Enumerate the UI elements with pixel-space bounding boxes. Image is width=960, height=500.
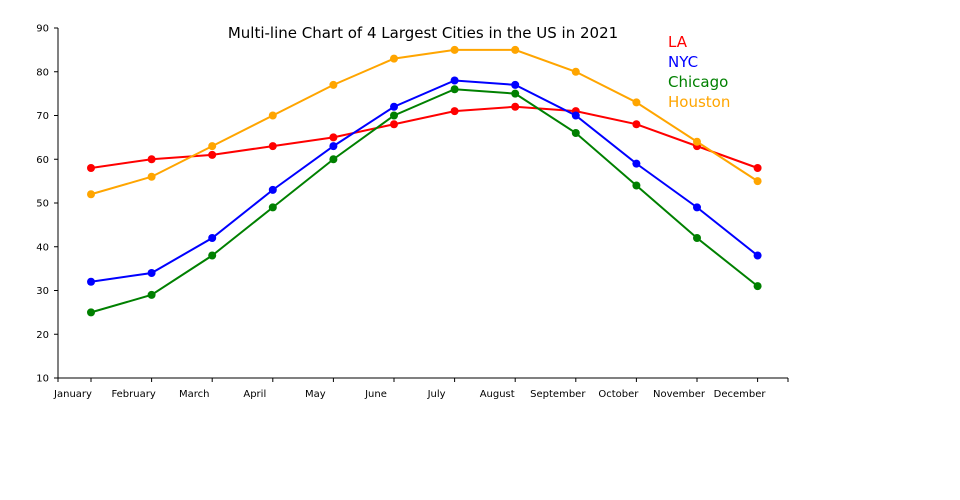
y-tick-label: 60 — [36, 155, 49, 166]
data-point — [571, 129, 580, 137]
data-point — [693, 203, 701, 212]
data-point — [208, 234, 217, 242]
data-point — [450, 107, 459, 116]
series-nyc — [87, 76, 762, 286]
data-point — [571, 67, 580, 76]
data-point — [329, 80, 338, 89]
y-tick-label: 80 — [36, 67, 49, 78]
legend: LA NYC Chicago Houston — [668, 33, 730, 111]
data-point — [693, 234, 701, 242]
data-point — [87, 190, 95, 199]
series-line-houston — [90, 48, 759, 196]
data-point — [147, 172, 156, 181]
data-point — [511, 102, 520, 111]
x-tick-label: October — [598, 389, 639, 400]
data-point — [753, 282, 762, 291]
data-point — [571, 111, 580, 120]
data-point — [450, 45, 459, 54]
axes: 10 20 30 40 50 60 70 80 90 January February March Ap… — [36, 24, 789, 400]
series-line-la — [90, 105, 758, 169]
data-point — [511, 45, 520, 54]
y-tick-label: 10 — [36, 374, 49, 385]
y-tick-label: 40 — [36, 242, 49, 253]
x-tick-label: August — [480, 389, 515, 400]
data-point — [693, 137, 701, 146]
data-point — [450, 76, 459, 85]
data-point — [632, 120, 641, 129]
x-tick-label: November — [653, 389, 706, 400]
data-point — [329, 133, 338, 142]
data-point — [208, 150, 217, 159]
data-point — [632, 159, 641, 168]
data-point — [329, 155, 338, 164]
data-point — [753, 251, 762, 260]
x-tick-label: June — [364, 389, 387, 400]
data-point — [632, 181, 641, 190]
series-line-nyc — [90, 79, 759, 283]
data-point — [390, 102, 398, 111]
y-tick-label: 70 — [36, 111, 49, 122]
data-point — [208, 251, 217, 260]
series-chicago — [87, 85, 762, 317]
data-point — [511, 89, 520, 98]
y-tick-label: 90 — [36, 24, 49, 35]
series-houston — [87, 45, 762, 199]
data-point — [268, 142, 277, 151]
y-tick-label: 50 — [36, 199, 49, 210]
x-tick-label: January — [53, 389, 92, 400]
legend-item-la: LA — [668, 33, 688, 51]
legend-item-chicago: Chicago — [668, 73, 728, 91]
data-point — [753, 164, 762, 172]
chart-title: Multi-line Chart of 4 Largest Cities in … — [228, 24, 618, 42]
x-tick-label: May — [305, 389, 326, 400]
data-point — [450, 85, 459, 94]
data-point — [632, 98, 641, 107]
x-tick-label: April — [243, 389, 266, 400]
data-point — [147, 290, 156, 299]
data-point — [87, 164, 95, 172]
legend-item-houston: Houston — [668, 93, 730, 111]
data-point — [390, 111, 398, 120]
x-tick-label: July — [427, 389, 446, 400]
data-point — [208, 142, 217, 151]
data-point — [268, 203, 277, 212]
x-tick-label: September — [530, 389, 586, 400]
x-tick-label: February — [111, 389, 155, 400]
y-tick-label: 20 — [36, 330, 49, 341]
series-line-chicago — [90, 88, 759, 314]
data-point — [511, 80, 520, 89]
x-tick-label: December — [714, 389, 767, 400]
data-point — [87, 277, 95, 286]
series-group — [87, 45, 762, 317]
data-point — [87, 308, 95, 317]
data-point — [329, 142, 338, 151]
data-point — [390, 54, 398, 63]
data-point — [268, 185, 277, 194]
data-point — [753, 177, 762, 186]
data-point — [147, 269, 156, 277]
y-tick-label: 30 — [36, 286, 49, 297]
data-point — [147, 155, 156, 164]
series-la — [87, 102, 762, 172]
data-point — [390, 120, 398, 129]
data-point — [268, 111, 277, 120]
x-tick-label: March — [179, 389, 209, 400]
legend-item-nyc: NYC — [668, 53, 698, 71]
